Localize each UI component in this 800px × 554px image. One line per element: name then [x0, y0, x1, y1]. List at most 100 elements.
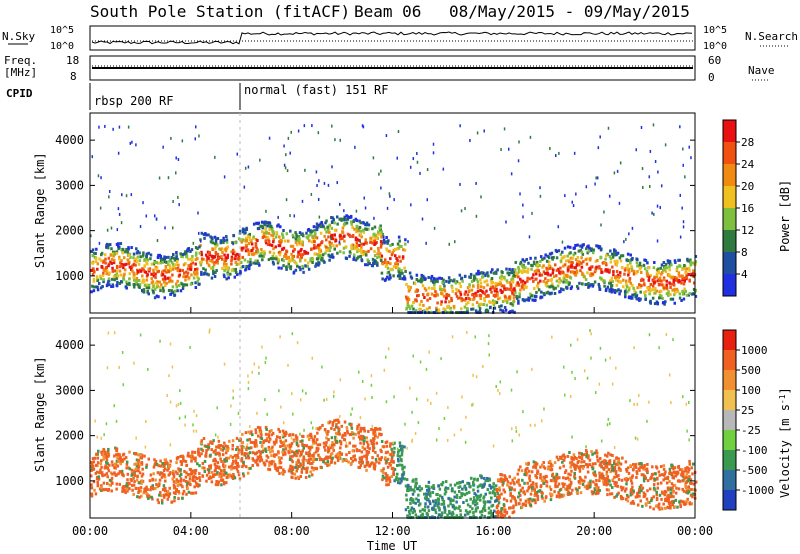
- heatmap-cell: [392, 248, 396, 252]
- heatmap-cell: [176, 289, 179, 293]
- heatmap-cell: [501, 515, 504, 519]
- heatmap-cell: [585, 450, 589, 454]
- heatmap-cell: [108, 190, 111, 194]
- heatmap-cell: [564, 280, 568, 284]
- heatmap-cell: [164, 277, 167, 281]
- heatmap-cell: [106, 228, 109, 232]
- heatmap-cell: [449, 310, 453, 314]
- heatmap-cell: [455, 294, 459, 298]
- heatmap-cell: [240, 457, 244, 461]
- heatmap-cell: [172, 475, 176, 479]
- heatmap-cell: [226, 245, 230, 249]
- heatmap-cell: [317, 245, 320, 249]
- heatmap-cell: [543, 476, 546, 480]
- heatmap-cell: [310, 445, 314, 449]
- heatmap-cell: [159, 254, 163, 258]
- heatmap-cell: [324, 461, 327, 465]
- heatmap-cell: [371, 449, 375, 453]
- heatmap-cell: [284, 430, 288, 434]
- heatmap-cell: [470, 279, 474, 283]
- heatmap-cell: [517, 495, 520, 499]
- heatmap-cell: [158, 472, 162, 476]
- heatmap-cell: [660, 283, 663, 287]
- heatmap-cell: [325, 230, 328, 234]
- heatmap-cell: [304, 168, 306, 172]
- heatmap-cell: [102, 271, 105, 275]
- heatmap-cell: [214, 459, 218, 463]
- heatmap-cell: [371, 456, 374, 460]
- heatmap-cell: [678, 296, 682, 300]
- freq-panel: Freq. [MHz] 18 8 60 0 Nave: [4, 54, 775, 84]
- heatmap-cell: [250, 248, 254, 252]
- heatmap-cell: [194, 267, 197, 271]
- heatmap-cell: [106, 475, 109, 479]
- heatmap-cell: [584, 283, 587, 287]
- heatmap-cell: [313, 252, 316, 256]
- heatmap-cell: [550, 291, 553, 295]
- heatmap-cell: [101, 273, 105, 277]
- heatmap-cell: [174, 489, 178, 493]
- heatmap-cell: [662, 300, 665, 304]
- heatmap-cell: [647, 278, 651, 282]
- heatmap-cell: [371, 241, 374, 245]
- heatmap-cell: [461, 298, 465, 302]
- heatmap-cell: [161, 260, 164, 264]
- heatmap-cell: [523, 284, 526, 288]
- heatmap-cell: [348, 451, 351, 455]
- heatmap-cell: [646, 272, 649, 276]
- heatmap-cell: [128, 450, 131, 454]
- heatmap-cell: [646, 261, 649, 265]
- heatmap-cell: [495, 495, 499, 499]
- heatmap-cell: [367, 227, 370, 231]
- heatmap-cell: [308, 474, 311, 478]
- heatmap-cell: [194, 459, 197, 463]
- heatmap-cell: [310, 256, 314, 260]
- heatmap-cell: [172, 473, 176, 477]
- heatmap-cell: [398, 239, 401, 243]
- heatmap-cell: [563, 273, 566, 277]
- heatmap-cell: [375, 236, 379, 240]
- cpid-panel: CPID rbsp 200 RF normal (fast) 151 RF: [6, 83, 389, 110]
- heatmap-cell: [182, 263, 186, 267]
- heatmap-cell: [248, 232, 252, 236]
- heatmap-cell: [345, 218, 348, 222]
- heatmap-cell: [659, 266, 663, 270]
- heatmap-cell: [556, 476, 559, 480]
- heatmap-cell: [145, 214, 148, 218]
- heatmap-cell: [642, 467, 645, 471]
- heatmap-cell: [184, 278, 187, 282]
- heatmap-cell: [117, 459, 120, 463]
- heatmap-cell: [492, 294, 496, 298]
- heatmap-cell: [375, 256, 379, 260]
- heatmap-cell: [201, 461, 205, 465]
- heatmap-cell: [291, 255, 294, 259]
- heatmap-cell: [458, 273, 462, 277]
- heatmap-cell: [175, 156, 177, 160]
- heatmap-cell: [640, 126, 643, 130]
- heatmap-cell: [209, 464, 213, 468]
- heatmap-cell: [281, 435, 285, 439]
- heatmap-cell: [426, 310, 429, 314]
- heatmap-cell: [117, 151, 120, 155]
- heatmap-cell: [115, 269, 119, 273]
- heatmap-cell: [508, 295, 511, 299]
- heatmap-cell: [636, 493, 639, 497]
- heatmap-cell: [540, 478, 544, 482]
- heatmap-cell: [171, 279, 174, 283]
- heatmap-cell: [162, 258, 165, 262]
- heatmap-cell: [125, 460, 129, 464]
- heatmap-cell: [526, 270, 530, 274]
- heatmap-cell: [627, 270, 631, 274]
- heatmap-cell: [168, 486, 171, 490]
- heatmap-cell: [579, 491, 583, 495]
- heatmap-cell: [159, 289, 162, 293]
- power-heatmap-marks: [90, 123, 698, 314]
- heatmap-cell: [536, 472, 539, 476]
- heatmap-cell: [300, 470, 303, 474]
- heatmap-cell: [206, 250, 210, 254]
- heatmap-cell: [284, 252, 287, 256]
- heatmap-cell: [503, 288, 506, 292]
- heatmap-cell: [177, 158, 180, 162]
- heatmap-cell: [110, 261, 113, 265]
- heatmap-cell: [198, 472, 201, 476]
